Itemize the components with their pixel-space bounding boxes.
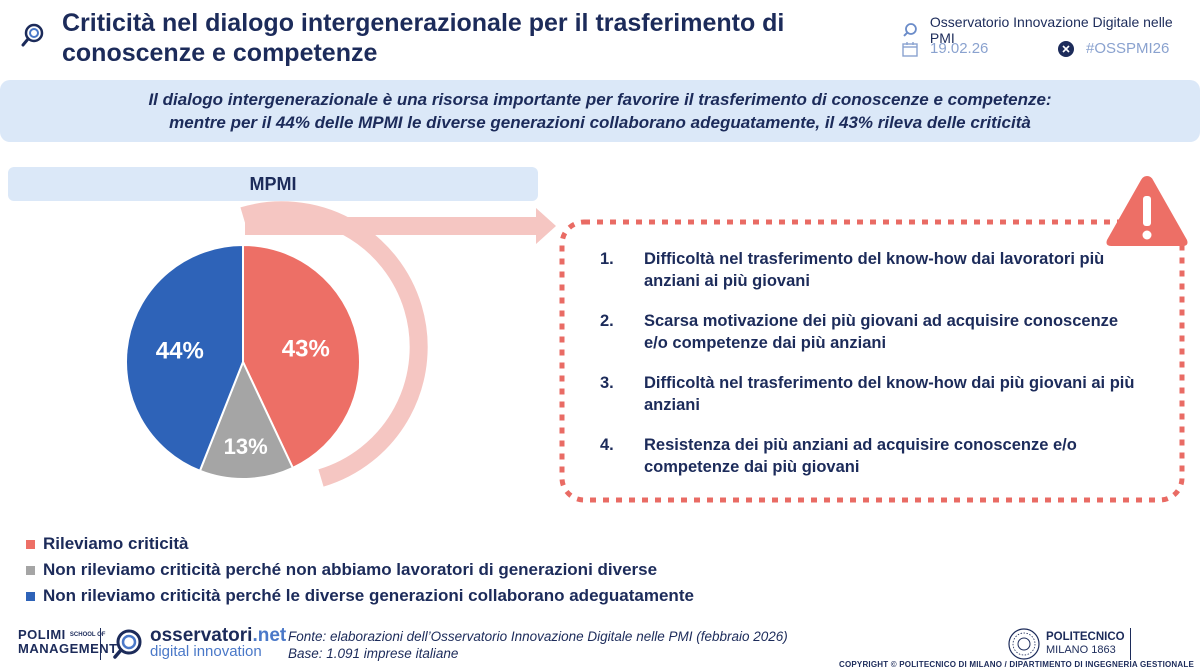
legend-item: Rileviamo criticità [26,531,694,557]
legend-item: Non rileviamo criticità perché non abbia… [26,557,694,583]
x-logo-icon [1058,40,1074,57]
banner-line-2: mentre per il 44% delle MPMI le diverse … [169,113,1031,132]
legend-swatch [26,591,35,601]
criticality-number: 3. [600,374,614,392]
arrow-shaft [245,217,537,235]
criticality-item: 2. Scarsa motivazione dei più giovani ad … [600,310,1140,354]
calendar-icon [902,41,918,57]
date-label: 19.02.26 [902,40,988,57]
footer-divider [100,628,101,660]
criticality-number: 1. [600,250,614,268]
pie-slice [125,243,244,473]
polimi-logo: POLIMI SCHOOL OF MANAGEMENT [18,627,118,656]
hashtag-label: #OSSPMI26 [1058,40,1169,57]
search-magnifier-icon [903,23,917,37]
pie-slice [198,359,295,480]
legend-swatch [26,565,35,575]
criticality-number: 2. [600,312,614,330]
arrow-arc [240,201,428,487]
key-message-banner: Il dialogo intergenerazionale è una riso… [0,80,1200,142]
banner-line-1: Il dialogo intergenerazionale è una riso… [148,90,1052,109]
legend-label: Non rileviamo criticità perché non abbia… [43,560,658,579]
source-note: Fonte: elaborazioni dell’Osservatorio In… [288,629,788,661]
criticality-number: 4. [600,436,614,454]
footer-divider [1130,628,1131,660]
arrow-head [536,208,556,244]
org-label: Osservatorio Innovazione Digitale nelle … [902,14,1200,46]
page-title: Criticità nel dialogo intergenerazionale… [62,9,785,67]
criticality-text: Difficoltà nel trasferimento del know-ho… [644,250,1105,290]
pie-slice-label: 13% [224,434,268,459]
osservatori-logo: osservatori.net digital innovation [112,626,286,660]
chart-title: MPMI [8,167,538,201]
legend-item: Non rileviamo criticità perché le divers… [26,583,694,609]
criticalities-list: 1. Difficoltà nel trasferimento del know-… [600,248,1140,496]
criticality-text: Resistenza dei più anziani ad acquisire … [644,436,1077,476]
osservatori-logo-icon [113,629,142,659]
criticalities-box [559,219,1185,503]
criticality-item: 3. Difficoltà nel trasferimento del know-… [600,372,1140,416]
criticality-text: Difficoltà nel trasferimento del know-ho… [644,374,1135,414]
legend-swatch [26,539,35,549]
criticality-item: 4. Resistenza dei più anziani ad acquisir… [600,434,1140,478]
chart-legend: Rileviamo criticità Non rileviamo critici… [26,531,694,609]
copyright-note: COPYRIGHT © POLITECNICO DI MILANO / DIPA… [838,660,1194,669]
pie-slice-label: 44% [156,338,204,365]
search-magnifier-icon [21,23,44,47]
legend-label: Non rileviamo criticità perché le divers… [43,586,694,605]
legend-label: Rileviamo criticità [43,534,189,553]
warning-triangle-icon [1106,176,1188,246]
pie-slice [242,243,361,470]
pie-slice-label: 43% [282,336,330,363]
politecnico-logo: POLITECNICO MILANO 1863 [1008,628,1125,660]
criticality-text: Scarsa motivazione dei più giovani ad ac… [644,312,1119,352]
politecnico-seal-icon [1008,628,1040,660]
criticality-item: 1. Difficoltà nel trasferimento del know-… [600,248,1140,292]
